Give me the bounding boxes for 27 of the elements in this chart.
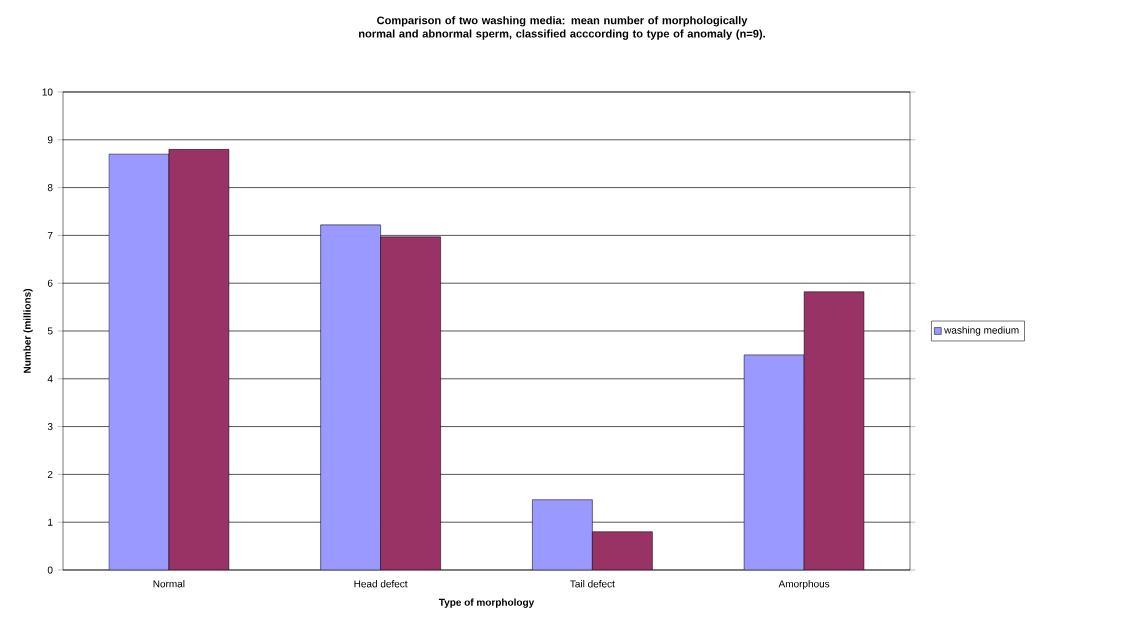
legend-label: washing medium xyxy=(944,326,1019,336)
x-axis-title: Type of morphology xyxy=(438,598,535,608)
y-tick-label: 1 xyxy=(48,518,53,526)
y-tick-label: 9 xyxy=(47,136,53,144)
bar xyxy=(532,499,593,570)
y-tick-label: 0 xyxy=(47,566,53,574)
bar xyxy=(743,354,805,570)
bar xyxy=(320,224,381,570)
x-tick-label: Head defect xyxy=(354,580,408,588)
bar xyxy=(592,531,653,570)
y-tick-label: 5 xyxy=(47,327,53,335)
x-tick-label: Amorphous xyxy=(778,580,830,590)
bar xyxy=(108,153,170,570)
bar xyxy=(168,149,230,570)
y-tick-label: 8 xyxy=(47,184,53,192)
bar xyxy=(380,236,441,570)
chart-title: Comparison of two washing media: mean number of morphologically normal and abnormal sperm, classified acccording to type of anomaly (n=9). xyxy=(359,16,765,40)
y-tick-label: 4 xyxy=(47,375,53,383)
y-tick-label: 2 xyxy=(47,470,53,478)
y-tick-label: 7 xyxy=(47,231,53,239)
x-tick-label: Normal xyxy=(153,580,185,588)
y-axis-title: Number (millions) xyxy=(23,289,33,373)
y-tick-label: 6 xyxy=(47,279,53,287)
y-tick-label: 3 xyxy=(47,423,53,431)
y-tick-label: 10 xyxy=(42,88,53,96)
x-tick-label: Tail defect xyxy=(570,580,615,588)
bar xyxy=(803,291,865,570)
